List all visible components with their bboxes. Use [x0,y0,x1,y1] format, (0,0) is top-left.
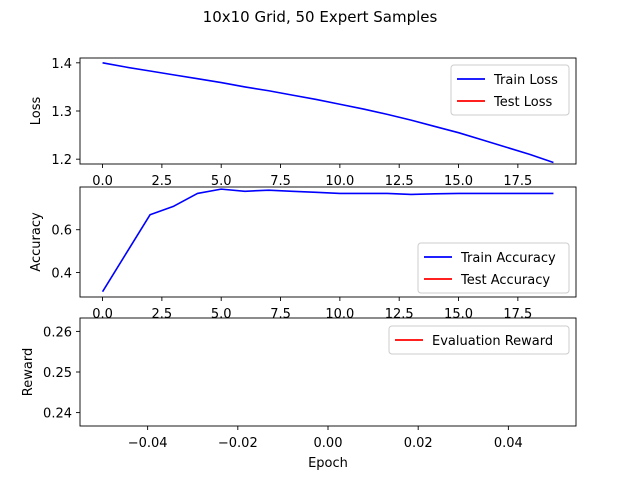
x-tick-label: 10.0 [325,174,354,189]
y-tick-label: 1.3 [51,105,72,120]
x-tick-label: 12.5 [385,307,414,322]
x-tick-label: 15.0 [444,174,473,189]
legend-box [388,325,570,355]
legend-entry: Train Loss [493,73,558,88]
legend-entry: Evaluation Reward [432,334,553,349]
chart-panels: 0.0 2.5 5.0 7.5 10.0 12.5 15.0 17.5 1.2 1.3 1.4 Los… [21,57,577,471]
x-tick-label: 0.02 [404,436,433,451]
y-tick-label: 0.6 [51,224,72,239]
series-line-train-accuracy [101,188,554,293]
x-tick-label: 7.5 [270,174,291,189]
y-axis-label: Loss [29,97,44,126]
legend-box [417,242,570,294]
x-tick-label: 15.0 [444,307,473,322]
x-tick-label: 2.5 [152,174,173,189]
legend-entry: Test Loss [493,95,552,110]
accuracy-panel: 0.0 2.5 5.0 7.5 10.0 12.5 15.0 17.5 0.4 0.6 Accura… [29,186,577,322]
y-tick-label: 0.24 [43,407,72,422]
x-tick-label: 10.0 [325,307,354,322]
x-tick-label: 0.0 [92,307,113,322]
x-tick-label: 5.0 [211,307,232,322]
legend: Evaluation Reward [388,325,570,355]
reward-panel: −0.04 −0.02 0.00 0.02 0.04 0.24 0.25 0.26 Reward… [21,317,577,471]
figure-title: 10x10 Grid, 50 Expert Samples [203,8,438,26]
legend: Train Accuracy Test Accuracy [417,242,570,294]
x-tick-label: 2.5 [152,307,173,322]
y-tick-label: 1.4 [51,57,72,72]
x-tick-label: 17.5 [503,174,532,189]
x-tick-label: 12.5 [385,174,414,189]
y-tick-label: 0.4 [51,266,72,281]
loss-panel: 0.0 2.5 5.0 7.5 10.0 12.5 15.0 17.5 1.2 1.3 1.4 Los… [29,57,577,189]
series-line-train-loss [102,62,554,164]
y-tick-label: 1.2 [51,153,72,168]
x-tick-label: 5.0 [211,174,232,189]
x-tick-label: 0.04 [494,436,523,451]
legend-entry: Train Accuracy [460,251,556,266]
axes-frame [79,186,577,298]
x-tick-label: 0.00 [314,436,343,451]
y-axis-label: Accuracy [29,212,44,272]
x-axis-label: Epoch [308,456,348,471]
y-tick-label: 0.25 [43,366,72,381]
x-tick-label: 0.0 [92,174,113,189]
y-tick-label: 0.26 [43,325,72,340]
legend-entry: Test Accuracy [460,273,550,288]
x-tick-label: 7.5 [270,307,291,322]
x-tick-label: −0.04 [128,436,168,451]
x-tick-label: −0.02 [218,436,258,451]
legend-box [450,64,570,116]
x-tick-label: 17.5 [503,307,532,322]
y-axis-label: Reward [21,348,36,396]
legend: Train Loss Test Loss [450,64,570,116]
